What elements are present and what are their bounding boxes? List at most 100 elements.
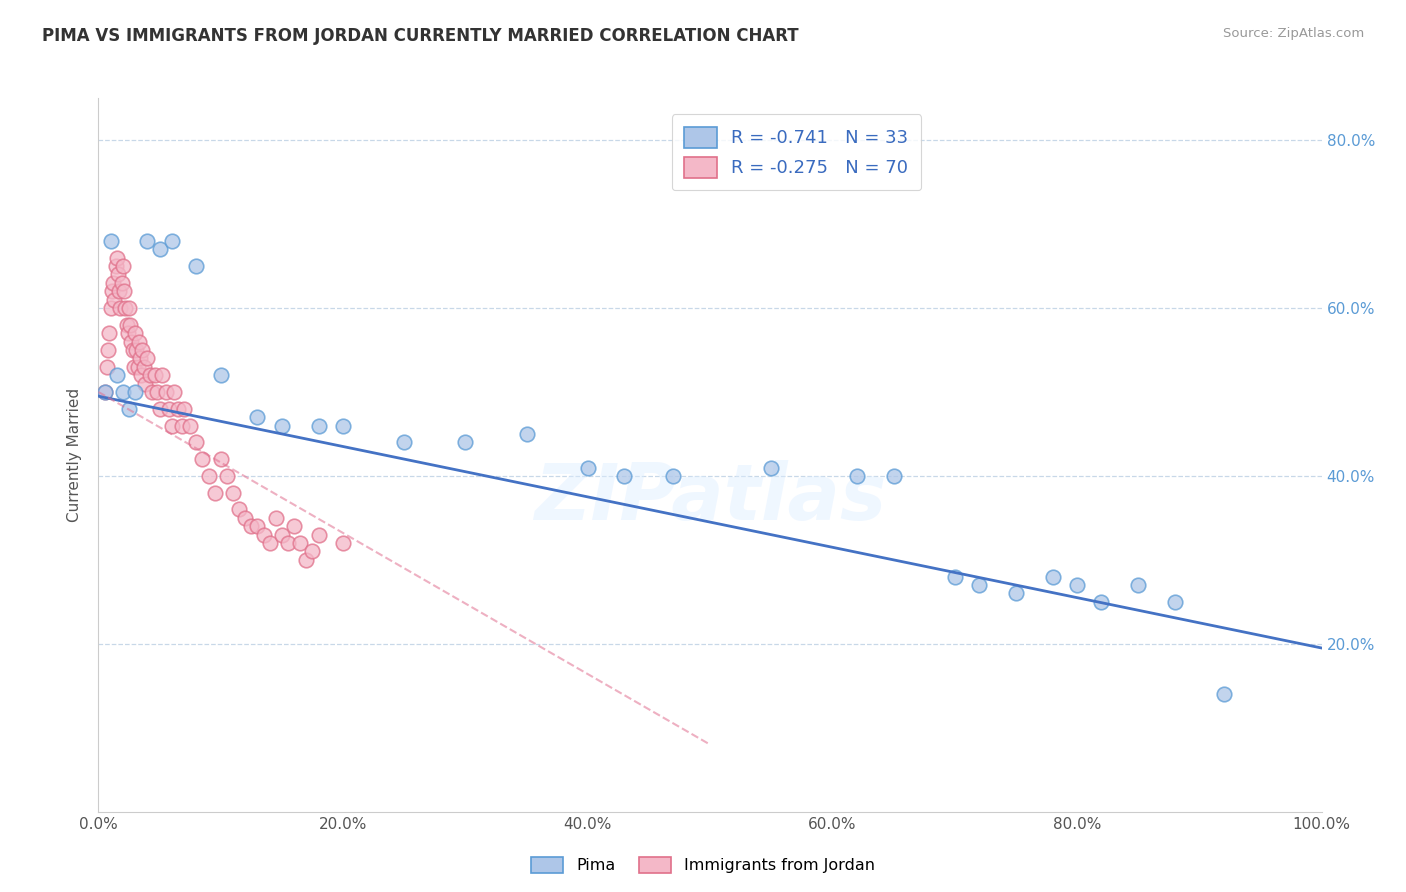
Point [204, 485, 226, 500]
Point [301, 544, 323, 558]
Point [149, 401, 172, 416]
Point [136, 234, 159, 248]
Point [105, 368, 128, 383]
Point [112, 284, 135, 298]
Point [143, 368, 166, 383]
Point [228, 502, 250, 516]
Point [128, 334, 150, 349]
Point [118, 401, 141, 416]
Point [233, 511, 256, 525]
Point [132, 359, 155, 374]
Text: Source: ZipAtlas.com: Source: ZipAtlas.com [1223, 27, 1364, 40]
Point [98, 326, 121, 341]
Point [104, 259, 127, 273]
Point [662, 469, 685, 483]
Point [252, 527, 274, 541]
Point [332, 536, 354, 550]
Point [96, 359, 118, 374]
Legend: Pima, Immigrants from Jordan: Pima, Immigrants from Jordan [524, 850, 882, 880]
Point [101, 284, 124, 298]
Text: PIMA VS IMMIGRANTS FROM JORDAN CURRENTLY MARRIED CORRELATION CHART: PIMA VS IMMIGRANTS FROM JORDAN CURRENTLY… [42, 27, 799, 45]
Point [97, 343, 120, 357]
Point [967, 578, 990, 592]
Point [134, 376, 156, 391]
Point [120, 334, 142, 349]
Point [120, 318, 142, 332]
Point [110, 301, 132, 315]
Point [1090, 595, 1112, 609]
Point [118, 301, 141, 315]
Point [308, 418, 330, 433]
Point [295, 553, 318, 567]
Point [167, 401, 190, 416]
Point [150, 368, 173, 383]
Point [101, 276, 124, 290]
Point [129, 351, 152, 366]
Point [1066, 578, 1088, 592]
Point [246, 410, 269, 425]
Point [454, 435, 477, 450]
Point [139, 368, 162, 383]
Point [108, 284, 131, 298]
Y-axis label: Currently Married: Currently Married [67, 388, 83, 522]
Point [127, 359, 149, 374]
Point [209, 368, 232, 383]
Point [107, 268, 129, 282]
Point [122, 359, 145, 374]
Point [160, 418, 183, 433]
Point [308, 527, 330, 541]
Point [111, 259, 134, 273]
Legend: R = -0.741   N = 33, R = -0.275   N = 70: R = -0.741 N = 33, R = -0.275 N = 70 [672, 114, 921, 190]
Point [146, 384, 169, 399]
Point [576, 460, 599, 475]
Point [277, 536, 299, 550]
Point [215, 469, 238, 483]
Point [270, 527, 294, 541]
Point [270, 418, 294, 433]
Point [157, 401, 180, 416]
Point [93, 384, 115, 399]
Point [943, 569, 966, 583]
Point [105, 251, 128, 265]
Point [1212, 687, 1234, 701]
Point [392, 435, 416, 450]
Point [160, 234, 183, 248]
Point [117, 326, 139, 341]
Point [1128, 578, 1150, 592]
Text: ZIPatlas: ZIPatlas [534, 459, 886, 536]
Point [222, 485, 245, 500]
Point [761, 460, 783, 475]
Point [186, 259, 208, 273]
Point [111, 276, 134, 290]
Point [129, 368, 152, 383]
Point [191, 452, 214, 467]
Point [1004, 586, 1026, 600]
Point [141, 384, 163, 399]
Point [1042, 569, 1064, 583]
Point [136, 351, 159, 366]
Point [124, 384, 146, 399]
Point [197, 469, 219, 483]
Point [103, 293, 125, 307]
Point [283, 519, 305, 533]
Point [149, 242, 172, 256]
Point [613, 469, 636, 483]
Point [111, 384, 134, 399]
Point [845, 469, 868, 483]
Point [115, 318, 138, 332]
Point [173, 401, 195, 416]
Point [246, 519, 269, 533]
Point [515, 426, 537, 441]
Point [883, 469, 905, 483]
Point [100, 234, 122, 248]
Point [209, 452, 232, 467]
Point [240, 519, 263, 533]
Point [121, 343, 143, 357]
Point [131, 343, 153, 357]
Point [259, 536, 281, 550]
Point [332, 418, 354, 433]
Point [125, 343, 148, 357]
Point [93, 384, 115, 399]
Point [163, 384, 186, 399]
Point [264, 511, 287, 525]
